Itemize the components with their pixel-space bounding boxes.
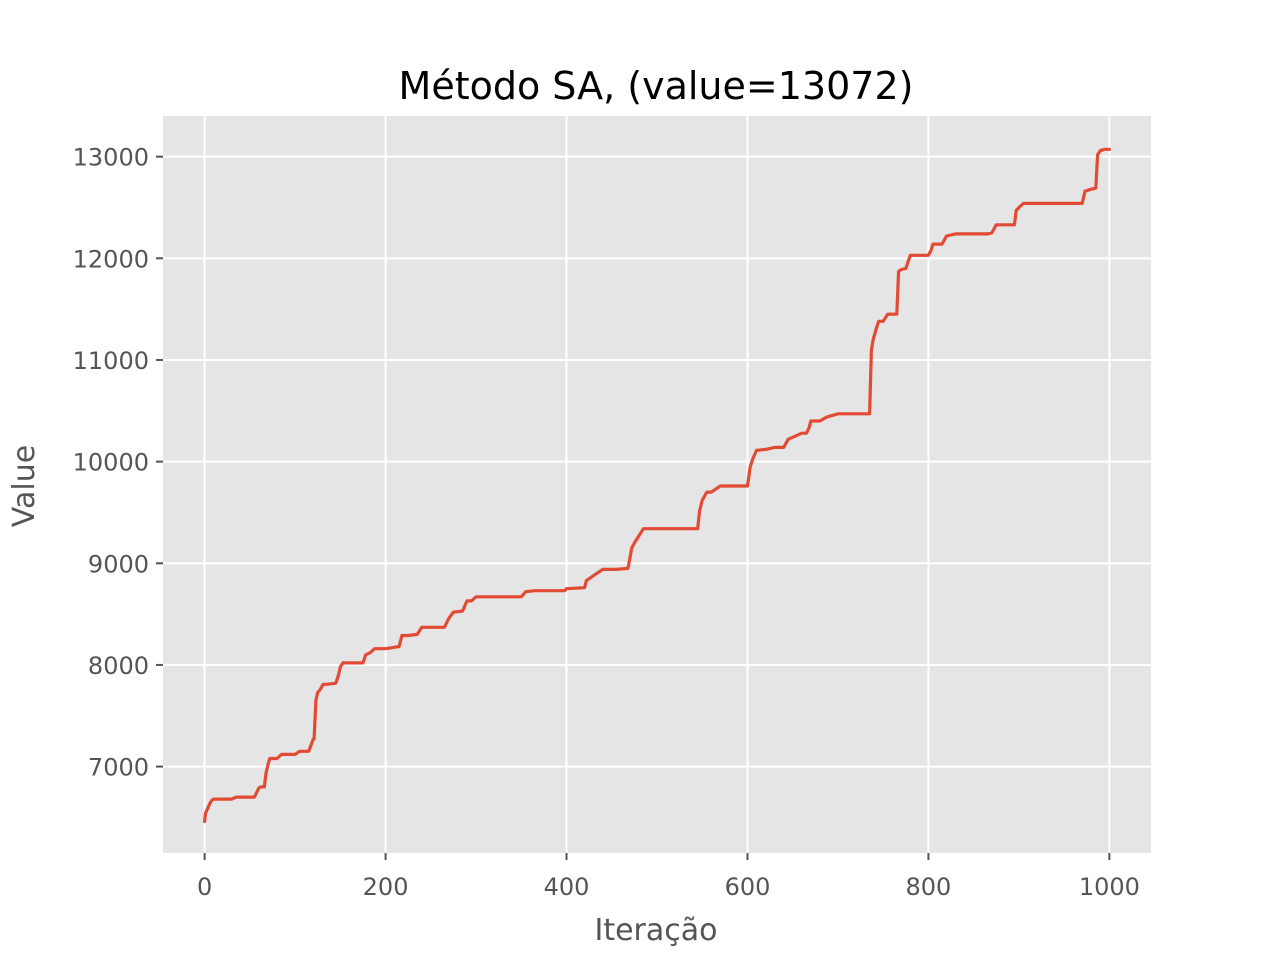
x-tick-label: 1000: [1079, 873, 1140, 901]
x-tick-label: 800: [906, 873, 952, 901]
y-tick-label: 13000: [73, 144, 149, 172]
y-axis-label: Value: [7, 445, 42, 527]
chart-title: Método SA, (value=13072): [399, 64, 914, 108]
series-layer: [203, 147, 1112, 824]
y-axis-ticks: 7000 8000 9000 10000 11000 12000 13000: [73, 144, 163, 782]
x-axis-ticks: 0 200 400 600 800 1000: [197, 853, 1140, 901]
x-tick-label: 200: [363, 873, 409, 901]
plot-area: [163, 116, 1151, 853]
x-tick-label: 600: [725, 873, 771, 901]
y-tick-label: 11000: [73, 347, 149, 375]
y-tick-label: 10000: [73, 449, 149, 477]
y-tick-label: 7000: [88, 754, 149, 782]
y-tick-label: 12000: [73, 245, 149, 273]
x-axis-label: Iteração: [594, 913, 717, 948]
grid-lines: [163, 116, 1151, 853]
y-tick-label: 8000: [88, 652, 149, 680]
series-line: [203, 147, 1112, 824]
x-tick-label: 0: [197, 873, 212, 901]
x-tick-label: 400: [544, 873, 590, 901]
y-tick-label: 9000: [88, 550, 149, 578]
